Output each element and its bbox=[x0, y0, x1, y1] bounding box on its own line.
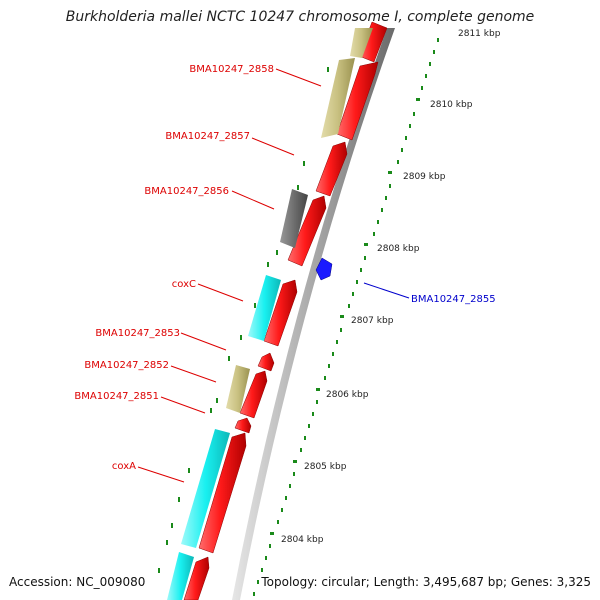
tick-label-2809: 2809 kbp bbox=[403, 172, 446, 182]
tick-label-2806: 2806 kbp bbox=[326, 390, 369, 400]
cds-arrow bbox=[234, 417, 252, 434]
tick-label-2811: 2811 kbp bbox=[458, 29, 501, 39]
cyan-cds-bar bbox=[167, 552, 194, 600]
accession-text: Accession: NC_009080 bbox=[9, 575, 146, 589]
tick-label-2808: 2808 kbp bbox=[377, 244, 420, 254]
tick-label-2807: 2807 kbp bbox=[351, 316, 394, 326]
cds-features bbox=[183, 21, 388, 600]
cds-arrow bbox=[239, 370, 268, 419]
gene-label-bma10247-2855[interactable]: BMA10247_2855 bbox=[411, 294, 496, 305]
tick-label-2804: 2804 kbp bbox=[281, 535, 324, 545]
gene-label-coxa[interactable]: coxA bbox=[112, 461, 136, 472]
gene-label-coxc[interactable]: coxC bbox=[172, 279, 196, 290]
feature-tick-marks bbox=[158, 67, 329, 573]
cyan-cds-bar bbox=[248, 275, 281, 341]
gene-label-bma10247-2857[interactable]: BMA10247_2857 bbox=[165, 131, 250, 142]
gene-label-bma10247-2858[interactable]: BMA10247_2858 bbox=[189, 64, 274, 75]
cds-arrow bbox=[257, 352, 275, 372]
cds-arrow bbox=[287, 195, 327, 267]
olive-cds-bar bbox=[321, 58, 355, 138]
tick-label-2805: 2805 kbp bbox=[304, 462, 347, 472]
cds-arrow bbox=[315, 141, 348, 197]
gene-label-bma10247-2853[interactable]: BMA10247_2853 bbox=[95, 328, 180, 339]
tick-label-2810: 2810 kbp bbox=[430, 100, 473, 110]
olive-cds-bar bbox=[350, 28, 373, 58]
label-connectors bbox=[137, 68, 410, 483]
cds-arrow bbox=[263, 279, 298, 347]
blue-cds-arrow bbox=[315, 257, 333, 281]
map-title: Burkholderia mallei NCTC 10247 chromosom… bbox=[65, 9, 535, 25]
kbp-tick-track bbox=[253, 38, 439, 596]
cds-arrow bbox=[183, 556, 210, 600]
chromosome-backbone bbox=[232, 28, 395, 600]
cds-arrow bbox=[336, 61, 379, 141]
cyan-cds-bar bbox=[181, 429, 230, 548]
cds-arrow bbox=[198, 432, 247, 554]
genome-summary-text: Topology: circular; Length: 3,495,687 bp… bbox=[261, 575, 591, 589]
gene-label-bma10247-2856[interactable]: BMA10247_2856 bbox=[144, 186, 229, 197]
gene-label-bma10247-2852[interactable]: BMA10247_2852 bbox=[84, 360, 169, 371]
gray-cds-bar bbox=[280, 189, 308, 248]
gene-label-bma10247-2851[interactable]: BMA10247_2851 bbox=[74, 391, 159, 402]
olive-cds-bar bbox=[226, 365, 250, 413]
